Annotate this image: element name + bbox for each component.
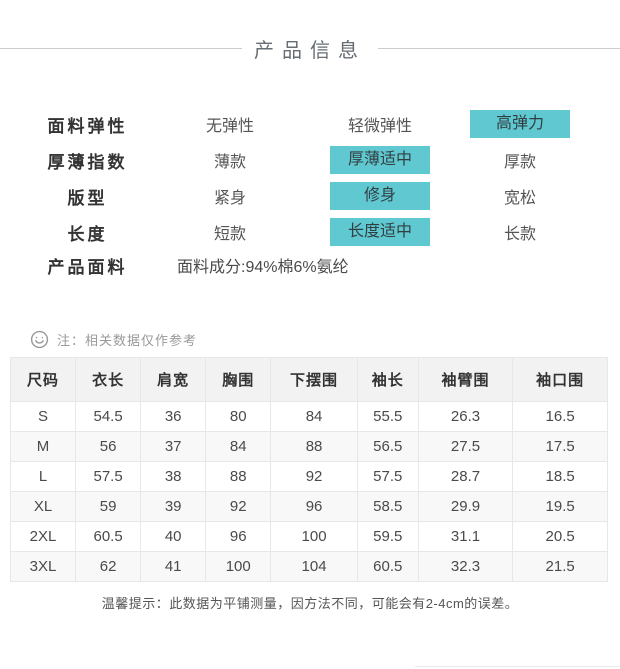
measurement-cell: 80 [205,401,272,432]
attributes-section: 面料弹性 无弹性 轻微弹性 高弹力 厚薄指数 薄款 厚薄适中 厚款 版型 紧身 修身 宽松 长度 短款 长度… [0,110,620,246]
measurement-cell: 16.5 [512,401,608,432]
measurement-cell: 54.5 [75,401,142,432]
measurement-cell: 32.3 [417,551,514,582]
measurement-cell: 28.7 [417,461,514,492]
table-row: XL 59 39 92 96 58.5 29.9 19.5 [9,491,608,522]
measurement-cell: 21.5 [512,551,608,582]
table-header-cell: 胸围 [205,357,272,402]
measurement-cell: 37 [140,431,207,462]
measurement-tip: 温馨提示：此数据为平铺测量，因方法不同，可能会有2-4cm的误差。 [101,596,519,611]
size-table: 尺码 衣长 肩宽 胸围 下摆围 袖长 袖臂围 袖口围 S 54.5 36 80 84 55.5 26.3 16… [9,357,608,582]
product-info-page: 产品信息 面料弹性 无弹性 轻微弹性 高弹力厚薄指数 薄款 厚薄适中 厚款版型 紧身 修身 宽松长… [0,34,620,667]
measurement-cell: 84 [205,431,272,462]
size-cell: 2XL [9,521,77,552]
attribute-row: 厚薄指数 薄款 厚薄适中 厚款 [20,146,620,174]
measurement-cell: 19.5 [512,491,608,522]
attribute-label: 长度 [67,224,108,244]
attribute-option-selected: 长度适中 [305,218,455,246]
measurement-cell: 40 [140,521,207,552]
measurement-cell: 88 [205,461,272,492]
measurement-cell: 104 [270,551,358,582]
attribute-row: 版型 紧身 修身 宽松 [20,182,620,210]
fabric-label: 产品面料 [47,257,128,277]
size-cell: L [9,461,77,492]
section-title-row: 产品信息 [0,34,620,63]
attribute-option: 宽松 [503,190,536,207]
attribute-option: 轻微弹性 [347,118,412,135]
table-row: 3XL 62 41 100 104 60.5 32.3 21.5 [9,551,608,582]
table-header-cell: 下摆围 [270,357,358,402]
attribute-option: 长款 [503,226,536,243]
attribute-option-selected: 厚薄适中 [305,146,455,174]
fabric-composition-value: 面料成分:94%棉6%氨纶 [177,259,349,276]
measurement-cell: 92 [270,461,358,492]
measurement-cell: 60.5 [75,521,142,552]
measurement-cell: 26.3 [417,401,514,432]
measurement-cell: 60.5 [356,551,419,582]
attribute-option: 无弹性 [205,118,254,135]
table-row: 2XL 60.5 40 96 100 59.5 31.1 20.5 [9,521,608,552]
table-header-cell: 尺码 [9,357,77,402]
measurement-cell: 96 [270,491,358,522]
measurement-cell: 55.5 [356,401,419,432]
measurement-cell: 20.5 [512,521,608,552]
note-text: 注：相关数据仅作参考 [57,332,198,348]
title-divider-right [378,48,620,49]
measurement-cell: 92 [205,491,272,522]
title-divider-left [0,48,242,49]
fabric-row: 产品面料 面料成分:94%棉6%氨纶 [0,254,620,277]
page-title: 产品信息 [254,40,366,62]
measurement-cell: 56.5 [356,431,419,462]
table-header-cell: 袖长 [356,357,419,402]
table-row: L 57.5 38 88 92 57.5 28.7 18.5 [9,461,608,492]
table-header-cell: 肩宽 [140,357,207,402]
size-cell: 3XL [9,551,77,582]
attribute-label: 面料弹性 [47,116,128,136]
measurement-cell: 27.5 [417,431,514,462]
attribute-label: 厚薄指数 [47,152,128,172]
size-cell: S [9,401,77,432]
measurement-cell: 31.1 [417,521,514,552]
measurement-cell: 57.5 [356,461,419,492]
measurement-cell: 100 [270,521,358,552]
table-header-cell: 袖臂围 [417,357,514,402]
attribute-label: 版型 [67,188,108,208]
measurement-cell: 57.5 [75,461,142,492]
bottom-divider [415,666,620,667]
measurement-cell: 88 [270,431,358,462]
measurement-cell: 41 [140,551,207,582]
measurement-cell: 84 [270,401,358,432]
measurement-cell: 36 [140,401,207,432]
measurement-cell: 38 [140,461,207,492]
table-header-cell: 袖口围 [512,357,608,402]
measurement-cell: 29.9 [417,491,514,522]
measurement-cell: 59 [75,491,142,522]
measurement-cell: 96 [205,521,272,552]
size-cell: M [9,431,77,462]
attribute-option: 厚款 [503,154,536,171]
measurement-cell: 18.5 [512,461,608,492]
measurement-cell: 17.5 [512,431,608,462]
table-header-row: 尺码 衣长 肩宽 胸围 下摆围 袖长 袖臂围 袖口围 [9,357,608,402]
smiley-icon [30,330,49,348]
attribute-option: 短款 [213,226,246,243]
measurement-cell: 58.5 [356,491,419,522]
measurement-cell: 100 [205,551,272,582]
note-row: 注：相关数据仅作参考 [0,329,620,349]
attribute-option: 薄款 [213,154,246,171]
attribute-row: 长度 短款 长度适中 长款 [20,218,620,246]
measurement-cell: 62 [75,551,142,582]
table-row: M 56 37 84 88 56.5 27.5 17.5 [9,431,608,462]
size-cell: XL [9,491,77,522]
attribute-option-selected: 高弹力 [455,110,585,138]
measurement-cell: 59.5 [356,521,419,552]
attribute-row: 面料弹性 无弹性 轻微弹性 高弹力 [20,110,620,138]
measurement-cell: 56 [75,431,142,462]
attribute-option-selected: 修身 [305,182,455,210]
attribute-option: 紧身 [213,190,246,207]
table-header-cell: 衣长 [75,357,142,402]
measurement-cell: 39 [140,491,207,522]
table-row: S 54.5 36 80 84 55.5 26.3 16.5 [9,401,608,432]
